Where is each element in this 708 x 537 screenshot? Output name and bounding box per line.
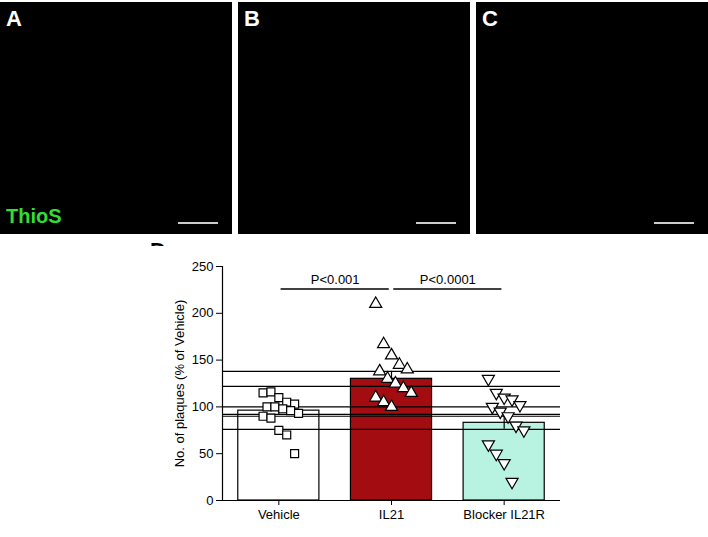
html-text:ThioS: ThioS [6,205,62,227]
svg-text:P<0.001: P<0.001 [311,272,360,287]
html-text:A: A [6,6,22,31]
svg-text:P<0.0001: P<0.0001 [420,272,476,287]
svg-text:Blocker IL21R: Blocker IL21R [463,507,545,522]
html-text:C: C [482,6,498,31]
svg-text:100: 100 [192,399,214,414]
html-text:D: D [150,238,166,263]
svg-text:IL21: IL21 [379,507,404,522]
svg-text:0: 0 [206,493,213,508]
svg-text:Vehicle: Vehicle [258,507,300,522]
html-text:B: B [244,6,260,31]
svg-text:No. of plaques (% of Vehicle): No. of plaques (% of Vehicle) [172,300,187,468]
svg-text:50: 50 [199,446,213,461]
svg-text:250: 250 [192,259,214,274]
svg-text:200: 200 [192,305,214,320]
svg-text:150: 150 [192,352,214,367]
